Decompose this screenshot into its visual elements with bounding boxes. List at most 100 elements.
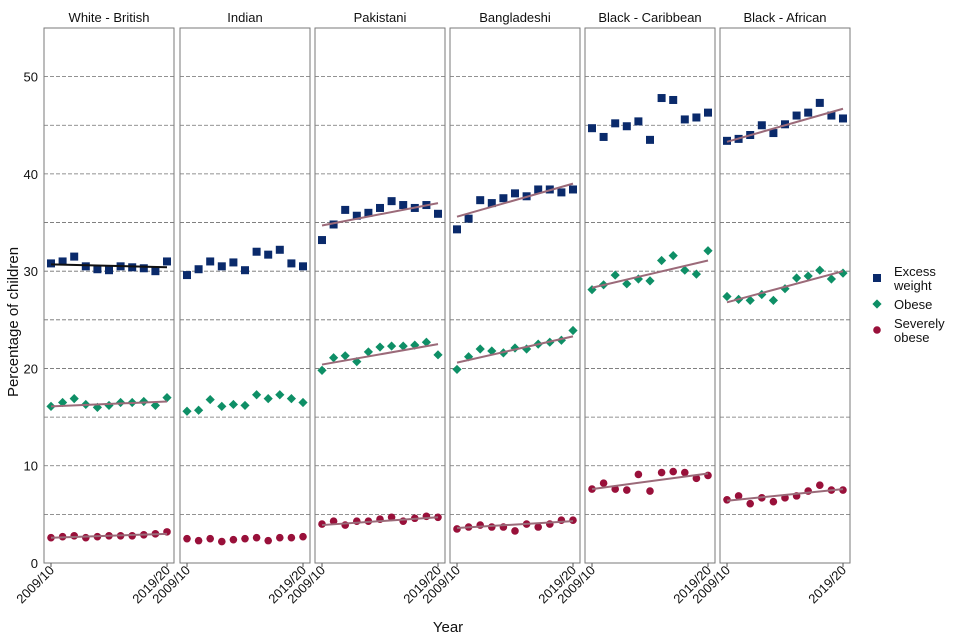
data-point [453,525,461,533]
data-point [264,536,273,545]
trend-line [456,335,574,364]
data-point [182,406,192,416]
panel-border [449,27,581,564]
y-tick-label: 20 [24,361,38,376]
trend-line [726,107,844,143]
data-point [556,335,566,345]
data-point [534,185,543,194]
data-point [433,350,443,360]
data-point [286,394,296,404]
data-point [610,270,620,280]
legend-label: obese [894,330,929,345]
data-point [194,405,204,415]
data-point [58,257,67,266]
data-point [163,257,171,266]
data-point [839,114,847,123]
facet-title: Black - Caribbean [598,10,701,25]
data-point [329,353,339,363]
y-tick-label: 0 [31,556,38,571]
data-point [241,266,249,275]
data-point [104,400,114,411]
data-point [329,220,338,229]
data-point [557,188,566,197]
data-point [352,211,361,220]
data-point [329,517,338,525]
data-point [634,470,643,479]
x-tick-label: 2019/20 [805,563,849,607]
data-point [692,474,701,483]
data-point [475,344,485,354]
data-point [668,251,678,261]
data-point [792,111,801,120]
data-point [92,402,102,412]
data-point [692,113,701,122]
data-point [194,265,203,274]
y-tick-label: 50 [24,70,38,85]
data-point [81,262,90,271]
data-point [745,295,755,305]
data-point [511,527,519,535]
data-point [275,245,284,254]
trend-line [456,182,574,218]
data-point [534,523,542,531]
y-tick-label: 10 [24,459,38,474]
data-point [568,325,578,336]
trend-line [591,259,709,289]
data-point [82,533,90,542]
trend-line [321,202,439,227]
data-point [228,399,238,410]
data-point [622,122,631,131]
data-point [511,189,519,198]
data-point [58,397,68,408]
data-point [588,485,596,493]
data-point [704,108,712,117]
data-point [622,279,632,289]
data-point [318,236,326,245]
legend-label: Excess [894,264,936,279]
data-point [569,516,577,524]
data-point [691,269,701,279]
data-point [398,341,408,351]
data-point [387,197,396,206]
data-point [252,533,261,542]
data-point [183,534,191,543]
data-point [646,135,654,144]
trend-line [321,516,439,527]
data-point [792,273,802,283]
data-point [815,98,824,107]
data-point [276,533,284,542]
data-point [746,499,754,508]
data-point [487,346,497,356]
facet-title: Black - African [743,10,826,25]
y-axis-title: Percentage of children [5,247,22,397]
data-point [816,481,824,489]
data-point [646,487,654,495]
legend-label: Severely [894,316,945,331]
data-point [838,268,848,278]
data-point [70,252,79,261]
data-point [183,271,191,280]
data-point [229,535,238,544]
facet-title: Pakistani [354,10,407,25]
panel-border [584,27,716,564]
trend-line [321,343,439,366]
data-point [588,124,596,133]
y-tick-label: 40 [24,167,38,182]
data-point [105,266,113,275]
data-point [206,534,214,543]
data-point [434,209,442,218]
panel-border [314,27,446,564]
data-point [264,250,273,259]
data-point [240,400,250,411]
data-point [657,468,666,477]
data-point [410,340,420,350]
legend-label: Obese [894,297,932,312]
data-point [46,401,56,411]
data-point [206,257,215,266]
facet-title: Bangladeshi [479,10,551,25]
data-point [317,365,327,375]
legend-label: weight [893,278,932,293]
